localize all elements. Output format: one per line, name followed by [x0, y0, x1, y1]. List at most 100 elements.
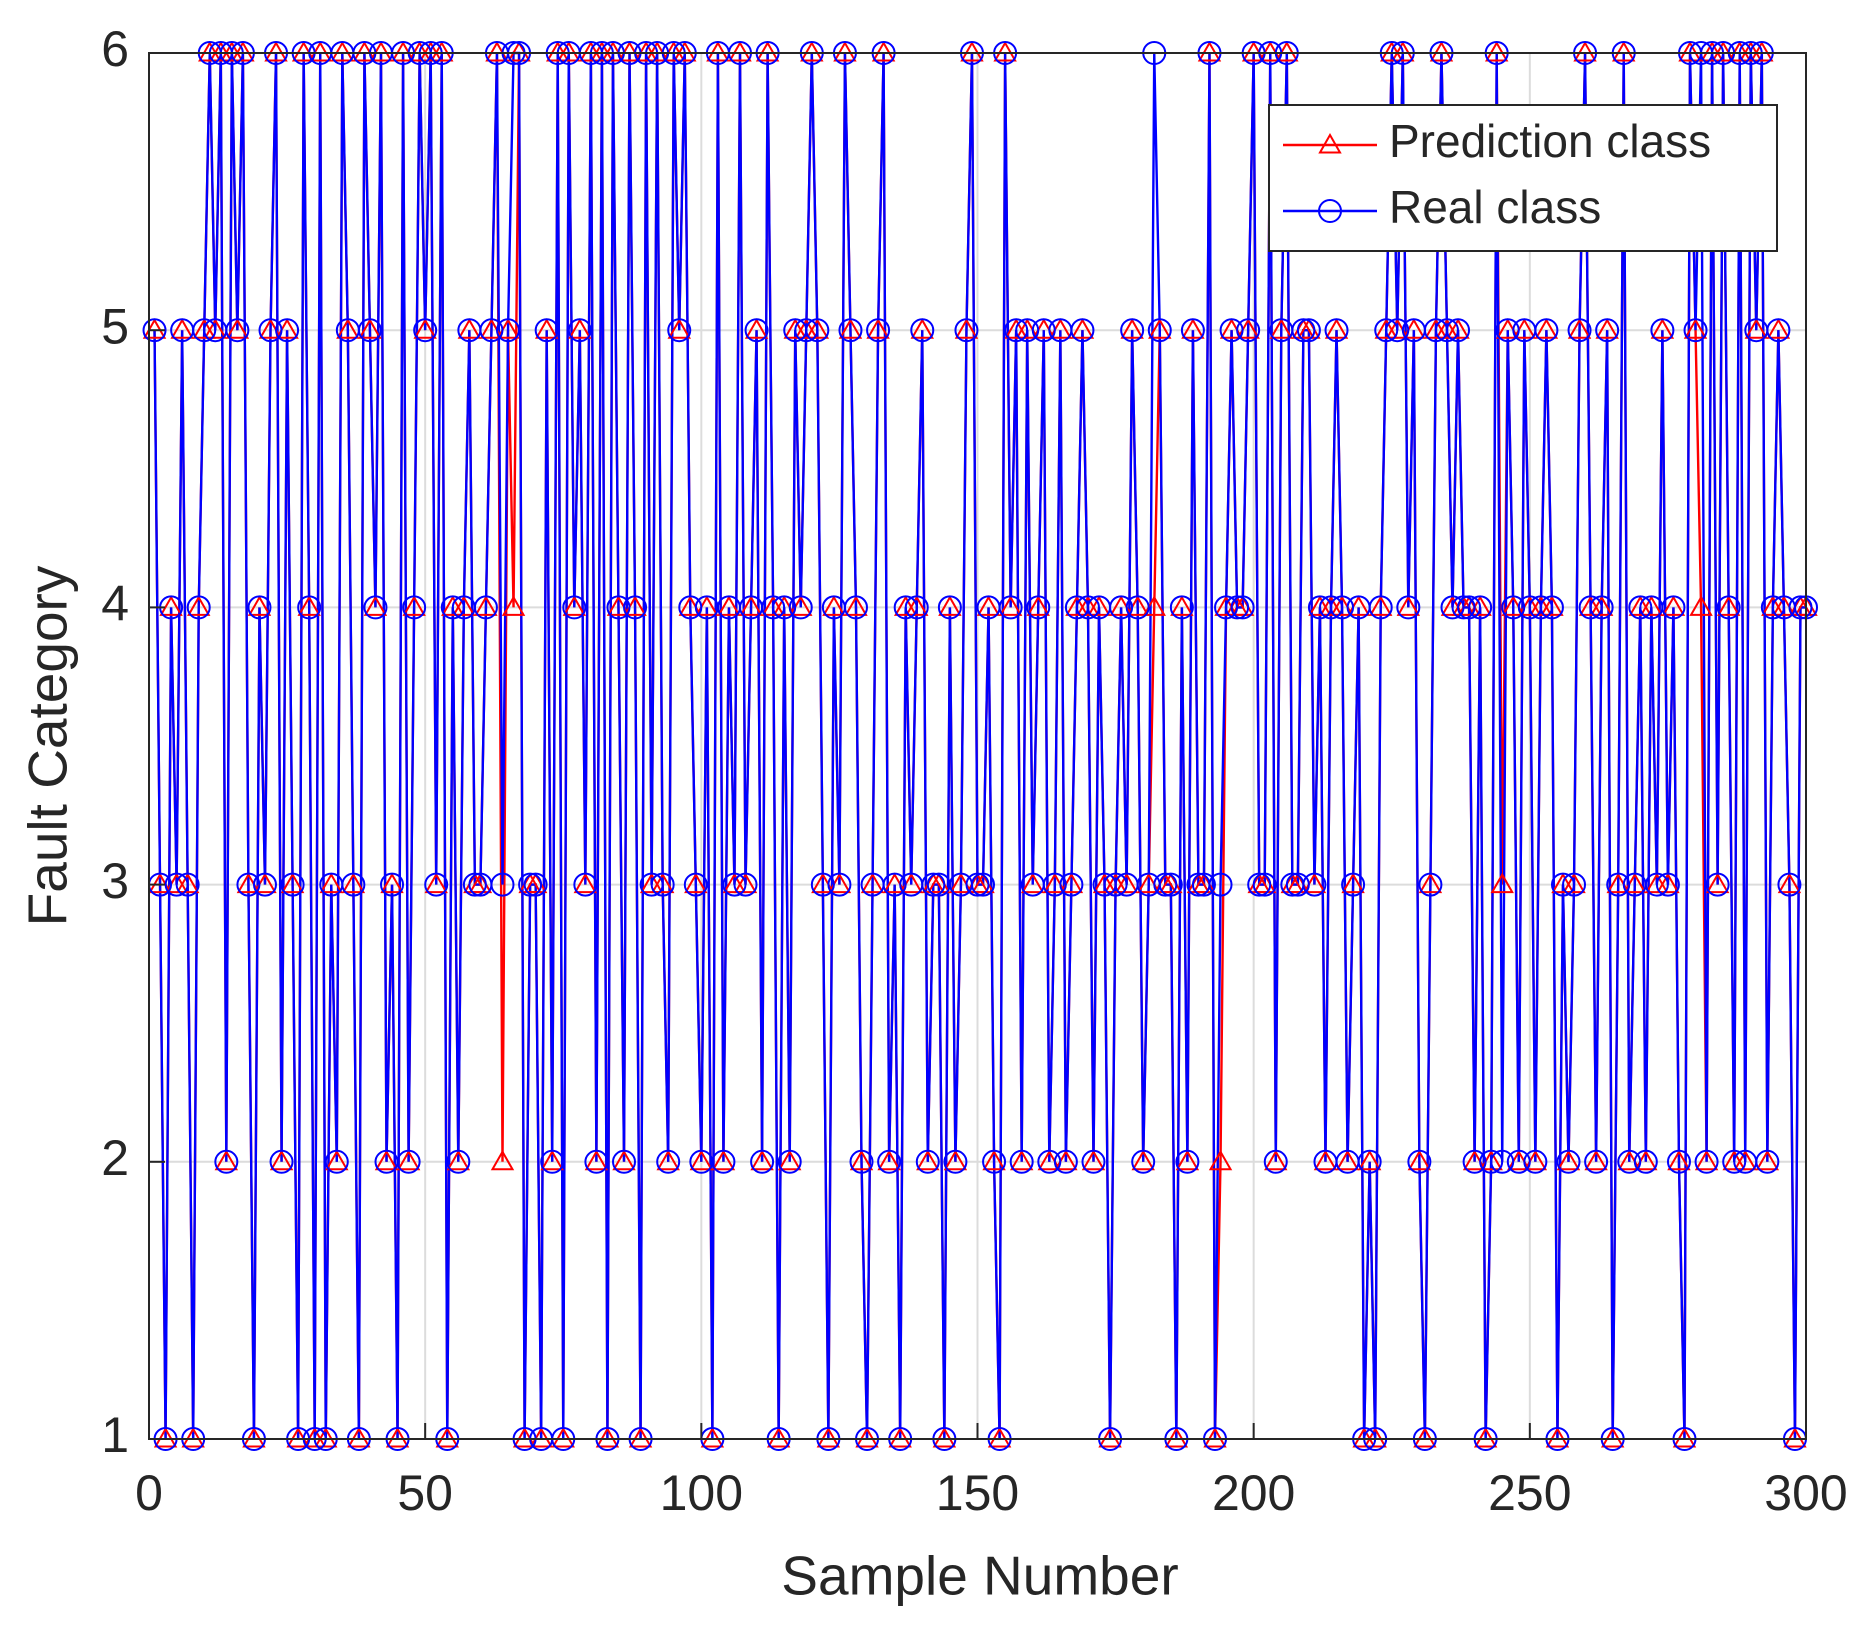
- triangle-marker: [225, 318, 250, 339]
- y-tick-label: 5: [101, 298, 129, 354]
- circle-marker: [711, 1149, 736, 1174]
- circle-marker: [1219, 318, 1244, 343]
- circle-marker: [1302, 872, 1327, 897]
- triangle-marker: [501, 595, 526, 616]
- circle-marker: [1081, 1149, 1106, 1174]
- triangle-marker: [673, 40, 697, 62]
- triangle-marker: [247, 595, 272, 616]
- triangle-marker: [347, 1426, 371, 1448]
- circle-marker: [954, 318, 979, 343]
- triangle-marker: [413, 318, 437, 339]
- triangle-marker: [170, 318, 194, 339]
- circle-marker: [1026, 595, 1051, 620]
- circle-marker: [1694, 1149, 1719, 1174]
- triangle-marker: [424, 872, 448, 894]
- circle-marker: [479, 318, 504, 343]
- circle-marker: [810, 872, 835, 897]
- triangle-marker: [1407, 1149, 1432, 1171]
- circle-marker: [1556, 1149, 1581, 1174]
- triangle-marker: [380, 872, 404, 894]
- circle-marker: [965, 872, 990, 897]
- circle-marker: [805, 318, 830, 343]
- triangle-marker: [1595, 318, 1619, 339]
- triangle-marker: [1446, 318, 1470, 339]
- x-tick-label: 300: [1764, 1465, 1847, 1521]
- legend-label: Prediction class: [1389, 115, 1711, 167]
- circle-marker: [1788, 595, 1813, 620]
- circle-marker: [1147, 318, 1172, 343]
- circle-marker: [496, 318, 521, 343]
- triangle-marker: [186, 595, 211, 616]
- circle-marker: [573, 872, 598, 897]
- circle-marker: [142, 318, 167, 343]
- circle-marker: [893, 595, 918, 620]
- triangle-marker: [1694, 1149, 1719, 1171]
- triangle-marker: [982, 1149, 1006, 1171]
- circle-marker: [258, 318, 283, 343]
- x-tick-label: 0: [135, 1465, 163, 1521]
- triangle-marker: [1313, 1149, 1338, 1171]
- circle-marker: [1396, 595, 1421, 620]
- circle-marker: [534, 318, 559, 343]
- circle-marker: [562, 595, 587, 620]
- triangle-marker: [871, 40, 896, 62]
- triangle-marker: [816, 1426, 841, 1448]
- triangle-marker: [1766, 318, 1791, 339]
- circle-marker: [192, 318, 217, 343]
- circle-marker: [904, 595, 929, 620]
- triangle-marker: [1650, 318, 1675, 339]
- triangle-marker: [1783, 1426, 1807, 1448]
- circle-marker: [473, 595, 498, 620]
- triangle-marker: [330, 40, 355, 62]
- triangle-marker: [993, 40, 1017, 62]
- circle-marker: [733, 872, 758, 897]
- triangle-marker: [1324, 318, 1349, 339]
- circle-marker: [1506, 1149, 1531, 1174]
- triangle-marker: [231, 40, 255, 62]
- triangle-marker: [319, 872, 343, 894]
- triangle-marker: [1413, 1426, 1437, 1448]
- circle-marker: [838, 318, 863, 343]
- triangle-marker: [1181, 318, 1205, 339]
- circle-marker: [186, 595, 211, 620]
- circle-marker: [280, 872, 305, 897]
- circle-marker: [1285, 872, 1310, 897]
- triangle-marker: [1667, 1149, 1691, 1171]
- triangle-marker: [1318, 132, 1342, 154]
- triangle-marker: [750, 1149, 774, 1171]
- triangle-marker: [1164, 1426, 1189, 1448]
- circle-marker: [1103, 872, 1128, 897]
- triangle-marker: [744, 318, 769, 339]
- triangle-marker: [1341, 872, 1365, 894]
- triangle-marker: [1148, 318, 1172, 339]
- circle-marker: [794, 318, 819, 343]
- triangle-marker: [1396, 595, 1421, 616]
- triangle-marker: [1573, 40, 1597, 62]
- circle-marker: [1716, 595, 1741, 620]
- circle-marker: [1451, 595, 1476, 620]
- circle-marker: [1766, 318, 1791, 343]
- triangle-marker: [1755, 1149, 1780, 1171]
- circle-marker: [269, 1149, 294, 1174]
- triangle-marker: [269, 1149, 294, 1171]
- circle-marker: [1462, 1149, 1487, 1174]
- triangle-marker: [717, 595, 741, 616]
- circle-marker: [1628, 595, 1653, 620]
- circle-marker: [678, 595, 703, 620]
- circle-marker: [1214, 595, 1239, 620]
- circle-marker: [910, 318, 935, 343]
- triangle-marker: [866, 318, 890, 339]
- circle-marker: [744, 318, 769, 343]
- x-tick-label: 50: [397, 1465, 453, 1521]
- circle-marker: [1440, 595, 1465, 620]
- circle-marker: [1158, 872, 1183, 897]
- triangle-marker: [325, 1149, 349, 1171]
- triangle-marker: [1612, 40, 1636, 62]
- triangle-marker: [181, 1426, 205, 1448]
- triangle-marker: [739, 595, 763, 616]
- circle-marker: [1655, 872, 1680, 897]
- triangle-marker: [457, 318, 482, 339]
- triangle-marker: [612, 1149, 636, 1171]
